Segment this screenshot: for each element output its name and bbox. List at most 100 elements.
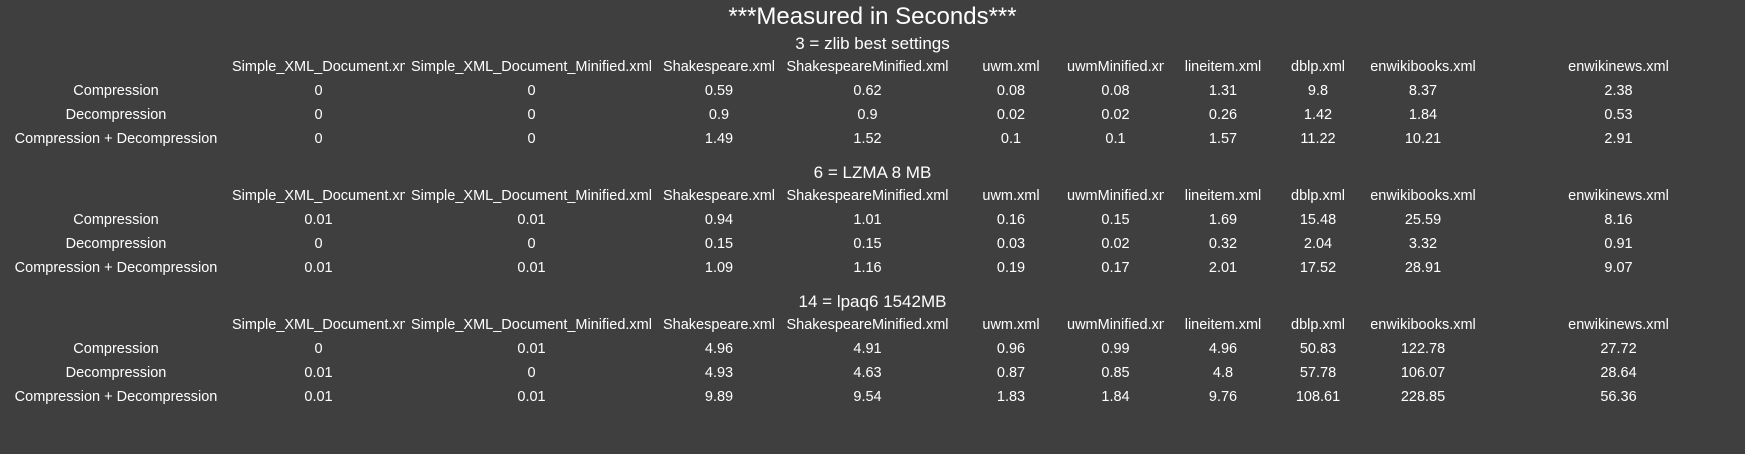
table-cell: 0.96 bbox=[996, 341, 1026, 357]
table-cell: 0 bbox=[314, 83, 323, 99]
table-cell: 9.8 bbox=[1307, 83, 1329, 99]
column-header: uwmMinified.xml bbox=[1067, 317, 1164, 333]
column-header: lineitem.xml bbox=[1184, 188, 1262, 204]
table-row: Compression 0 0 0.59 0.62 0.08 0.08 1.31 9.8 8.37… bbox=[0, 79, 1745, 103]
table-cell: 28.64 bbox=[1600, 365, 1637, 381]
table-cell: 0 bbox=[314, 341, 323, 357]
section-title: 3 = zlib best settings bbox=[795, 34, 950, 53]
table-cell: 0.1 bbox=[1105, 131, 1126, 147]
table-cell: 0.94 bbox=[704, 212, 734, 228]
table-cell: 27.72 bbox=[1600, 341, 1637, 357]
column-header: Simple_XML_Document_Minified.xml bbox=[411, 317, 652, 333]
column-header: uwmMinified.xml bbox=[1067, 188, 1164, 204]
table-cell: 0 bbox=[527, 131, 536, 147]
table-cell: 0.59 bbox=[704, 83, 734, 99]
table-cell: 0.03 bbox=[996, 236, 1026, 252]
table-cell: 2.01 bbox=[1208, 260, 1238, 276]
table-cell: 0.08 bbox=[1101, 83, 1130, 99]
table-cell: 1.84 bbox=[1408, 107, 1438, 123]
table-cell: 0.9 bbox=[857, 107, 878, 123]
row-label: Decompression bbox=[65, 365, 167, 381]
table-row: Compression + Decompression 0.01 0.01 1.09 1… bbox=[0, 256, 1745, 280]
table-cell: 4.96 bbox=[1208, 341, 1238, 357]
table-cell: 0 bbox=[527, 83, 536, 99]
table-cell: 228.85 bbox=[1400, 389, 1446, 405]
table-cell: 1.49 bbox=[704, 131, 734, 147]
table-cell: 0.1 bbox=[1000, 131, 1022, 147]
table-row: Compression + Decompression 0.01 0.01 9.89 9… bbox=[0, 385, 1745, 409]
table-cell: 17.52 bbox=[1299, 260, 1337, 276]
table-cell: 0 bbox=[314, 131, 323, 147]
column-header: dblp.xml bbox=[1291, 188, 1345, 204]
column-header: Simple_XML_Document.xml bbox=[232, 317, 405, 333]
results-section: 3 = zlib best settings Simple_XML_Documen… bbox=[0, 33, 1745, 151]
table-cell: 4.96 bbox=[704, 341, 734, 357]
table-cell: 0.02 bbox=[1101, 236, 1130, 252]
table-cell: 0.01 bbox=[517, 212, 546, 228]
table-cell: 2.91 bbox=[1604, 131, 1633, 147]
table-cell: 9.07 bbox=[1604, 260, 1633, 276]
table-cell: 4.63 bbox=[853, 365, 882, 381]
table-cell: 0.32 bbox=[1208, 236, 1238, 252]
table-cell: 0.01 bbox=[517, 389, 546, 405]
column-header: enwikibooks.xml bbox=[1370, 188, 1476, 204]
table-cell: 0.16 bbox=[996, 212, 1026, 228]
table-cell: 0.02 bbox=[996, 107, 1026, 123]
table-cell: 1.42 bbox=[1303, 107, 1333, 123]
corner-cell bbox=[0, 55, 232, 79]
header-row: Simple_XML_Document.xml Simple_XML_Docume… bbox=[0, 313, 1745, 337]
table-cell: 9.76 bbox=[1208, 389, 1238, 405]
table-cell: 2.38 bbox=[1604, 83, 1633, 99]
row-label: Compression bbox=[73, 83, 159, 99]
column-header: dblp.xml bbox=[1291, 59, 1345, 75]
table-cell: 15.48 bbox=[1299, 212, 1337, 228]
table-cell: 3.32 bbox=[1408, 236, 1438, 252]
table-cell: 50.83 bbox=[1299, 341, 1337, 357]
corner-cell bbox=[0, 313, 232, 337]
table-cell: 1.52 bbox=[853, 131, 882, 147]
table-cell: 10.21 bbox=[1404, 131, 1442, 147]
table-cell: 8.16 bbox=[1604, 212, 1633, 228]
row-label: Decompression bbox=[65, 236, 167, 252]
table-cell: 0 bbox=[314, 107, 323, 123]
column-header: enwikibooks.xml bbox=[1370, 317, 1476, 333]
table-cell: 0.26 bbox=[1208, 107, 1238, 123]
table-row: Decompression 0.01 0 4.93 4.63 0.87 0.85 4.8 57.… bbox=[0, 361, 1745, 385]
column-header: lineitem.xml bbox=[1184, 317, 1262, 333]
table-cell: 0.01 bbox=[304, 389, 333, 405]
table-cell: 4.8 bbox=[1212, 365, 1234, 381]
page-title: ***Measured in Seconds*** bbox=[728, 3, 1017, 30]
column-header: enwikinews.xml bbox=[1568, 317, 1669, 333]
column-header: Simple_XML_Document.xml bbox=[232, 59, 405, 75]
table-cell: 0.01 bbox=[304, 365, 333, 381]
column-header: uwm.xml bbox=[982, 317, 1040, 333]
results-table: Simple_XML_Document.xml Simple_XML_Docume… bbox=[0, 184, 1745, 280]
row-label: Compression bbox=[73, 212, 159, 228]
table-cell: 0 bbox=[527, 236, 536, 252]
table-cell: 1.16 bbox=[853, 260, 882, 276]
table-cell: 0.99 bbox=[1101, 341, 1130, 357]
column-header: Shakespeare.xml bbox=[662, 317, 776, 333]
table-cell: 4.91 bbox=[853, 341, 882, 357]
table-cell: 0 bbox=[527, 107, 536, 123]
column-header: ShakespeareMinified.xml bbox=[786, 59, 949, 75]
table-cell: 0.9 bbox=[708, 107, 730, 123]
section-title: 6 = LZMA 8 MB bbox=[813, 163, 932, 182]
table-cell: 0.01 bbox=[517, 341, 546, 357]
column-header: Shakespeare.xml bbox=[662, 59, 776, 75]
table-cell: 1.83 bbox=[996, 389, 1026, 405]
table-cell: 108.61 bbox=[1295, 389, 1341, 405]
table-cell: 0.08 bbox=[996, 83, 1026, 99]
table-cell: 57.78 bbox=[1299, 365, 1337, 381]
section-title: 14 = lpaq6 1542MB bbox=[798, 292, 947, 311]
column-header: ShakespeareMinified.xml bbox=[786, 188, 949, 204]
table-cell: 0.01 bbox=[517, 260, 546, 276]
table-cell: 1.09 bbox=[704, 260, 734, 276]
table-cell: 0.91 bbox=[1604, 236, 1633, 252]
table-cell: 11.22 bbox=[1300, 131, 1336, 147]
header-row: Simple_XML_Document.xml Simple_XML_Docume… bbox=[0, 55, 1745, 79]
column-header: uwm.xml bbox=[982, 188, 1040, 204]
table-cell: 0.01 bbox=[304, 212, 333, 228]
table-cell: 122.78 bbox=[1400, 341, 1446, 357]
table-cell: 0.02 bbox=[1101, 107, 1130, 123]
